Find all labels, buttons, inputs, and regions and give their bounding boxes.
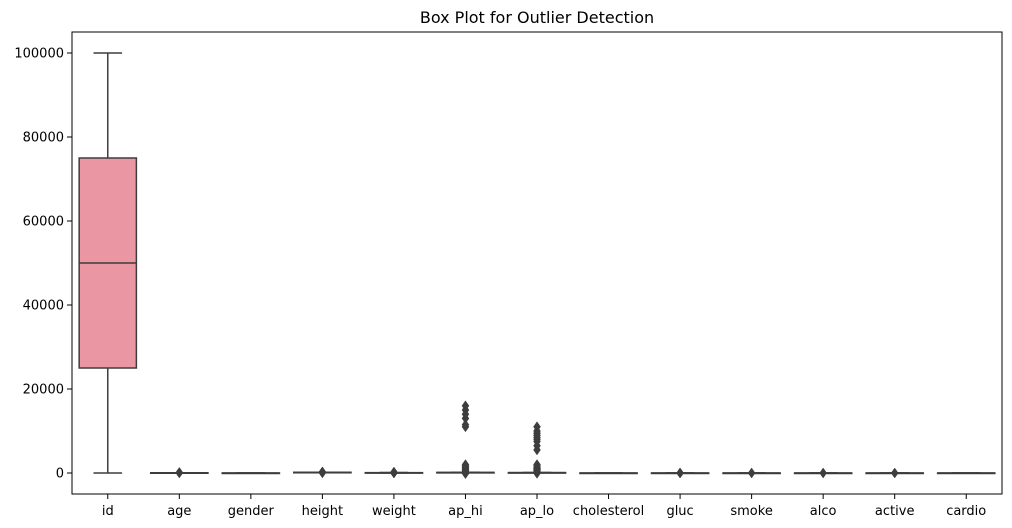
outlier-marker [676,467,684,479]
x-tick-label: gender [228,504,275,519]
box-cardio [936,472,996,475]
x-tick-label: alco [810,504,837,519]
x-tick-label: ap_lo [520,504,554,519]
y-tick-label: 20000 [23,383,64,398]
outlier-marker [890,467,899,479]
outlier-marker [747,467,756,479]
outlier-marker [533,421,541,433]
x-tick-label: gluc [666,504,693,519]
x-axis: id age gender height weight ap_hi ap_lo cholest… [102,494,986,519]
box-age [149,467,209,479]
y-tick-label: 100000 [14,47,64,62]
plot-area [78,52,996,480]
outlier-marker [175,467,184,478]
outlier-marker [461,400,470,412]
outlier-marker [461,459,470,471]
outlier-marker [461,419,470,431]
box-ap_hi [436,400,495,480]
chart-title: Box Plot for Outlier Detection [420,8,654,27]
box-cholesterol [579,472,638,475]
box-alco [793,467,853,479]
box-gluc [650,467,710,479]
x-tick-label: cardio [946,504,986,519]
x-tick-label: age [167,504,191,519]
outlier-marker [533,459,541,471]
x-tick-label: weight [372,504,416,519]
box-weight [364,466,424,479]
box-height [293,466,352,479]
x-tick-label: id [102,504,114,519]
y-tick-label: 60000 [23,215,64,230]
x-tick-label: cholesterol [573,504,644,519]
box-smoke [722,467,781,479]
y-tick-label: 80000 [23,131,64,146]
outlier-marker [318,466,327,478]
y-tick-label: 40000 [23,299,64,314]
box-active [865,467,925,479]
y-axis: 0 20000 40000 60000 80000 100000 [14,47,72,482]
box-id [78,52,138,474]
x-tick-label: active [875,504,915,519]
outlier-marker [390,466,398,478]
x-tick-label: smoke [730,504,772,519]
axes-frame [71,31,1003,495]
x-tick-label: ap_hi [448,504,483,519]
box-ap_lo [507,421,567,479]
x-tick-label: height [302,504,343,519]
box-gender [221,472,281,475]
outlier-marker [819,467,827,479]
y-tick-label: 0 [56,467,64,482]
